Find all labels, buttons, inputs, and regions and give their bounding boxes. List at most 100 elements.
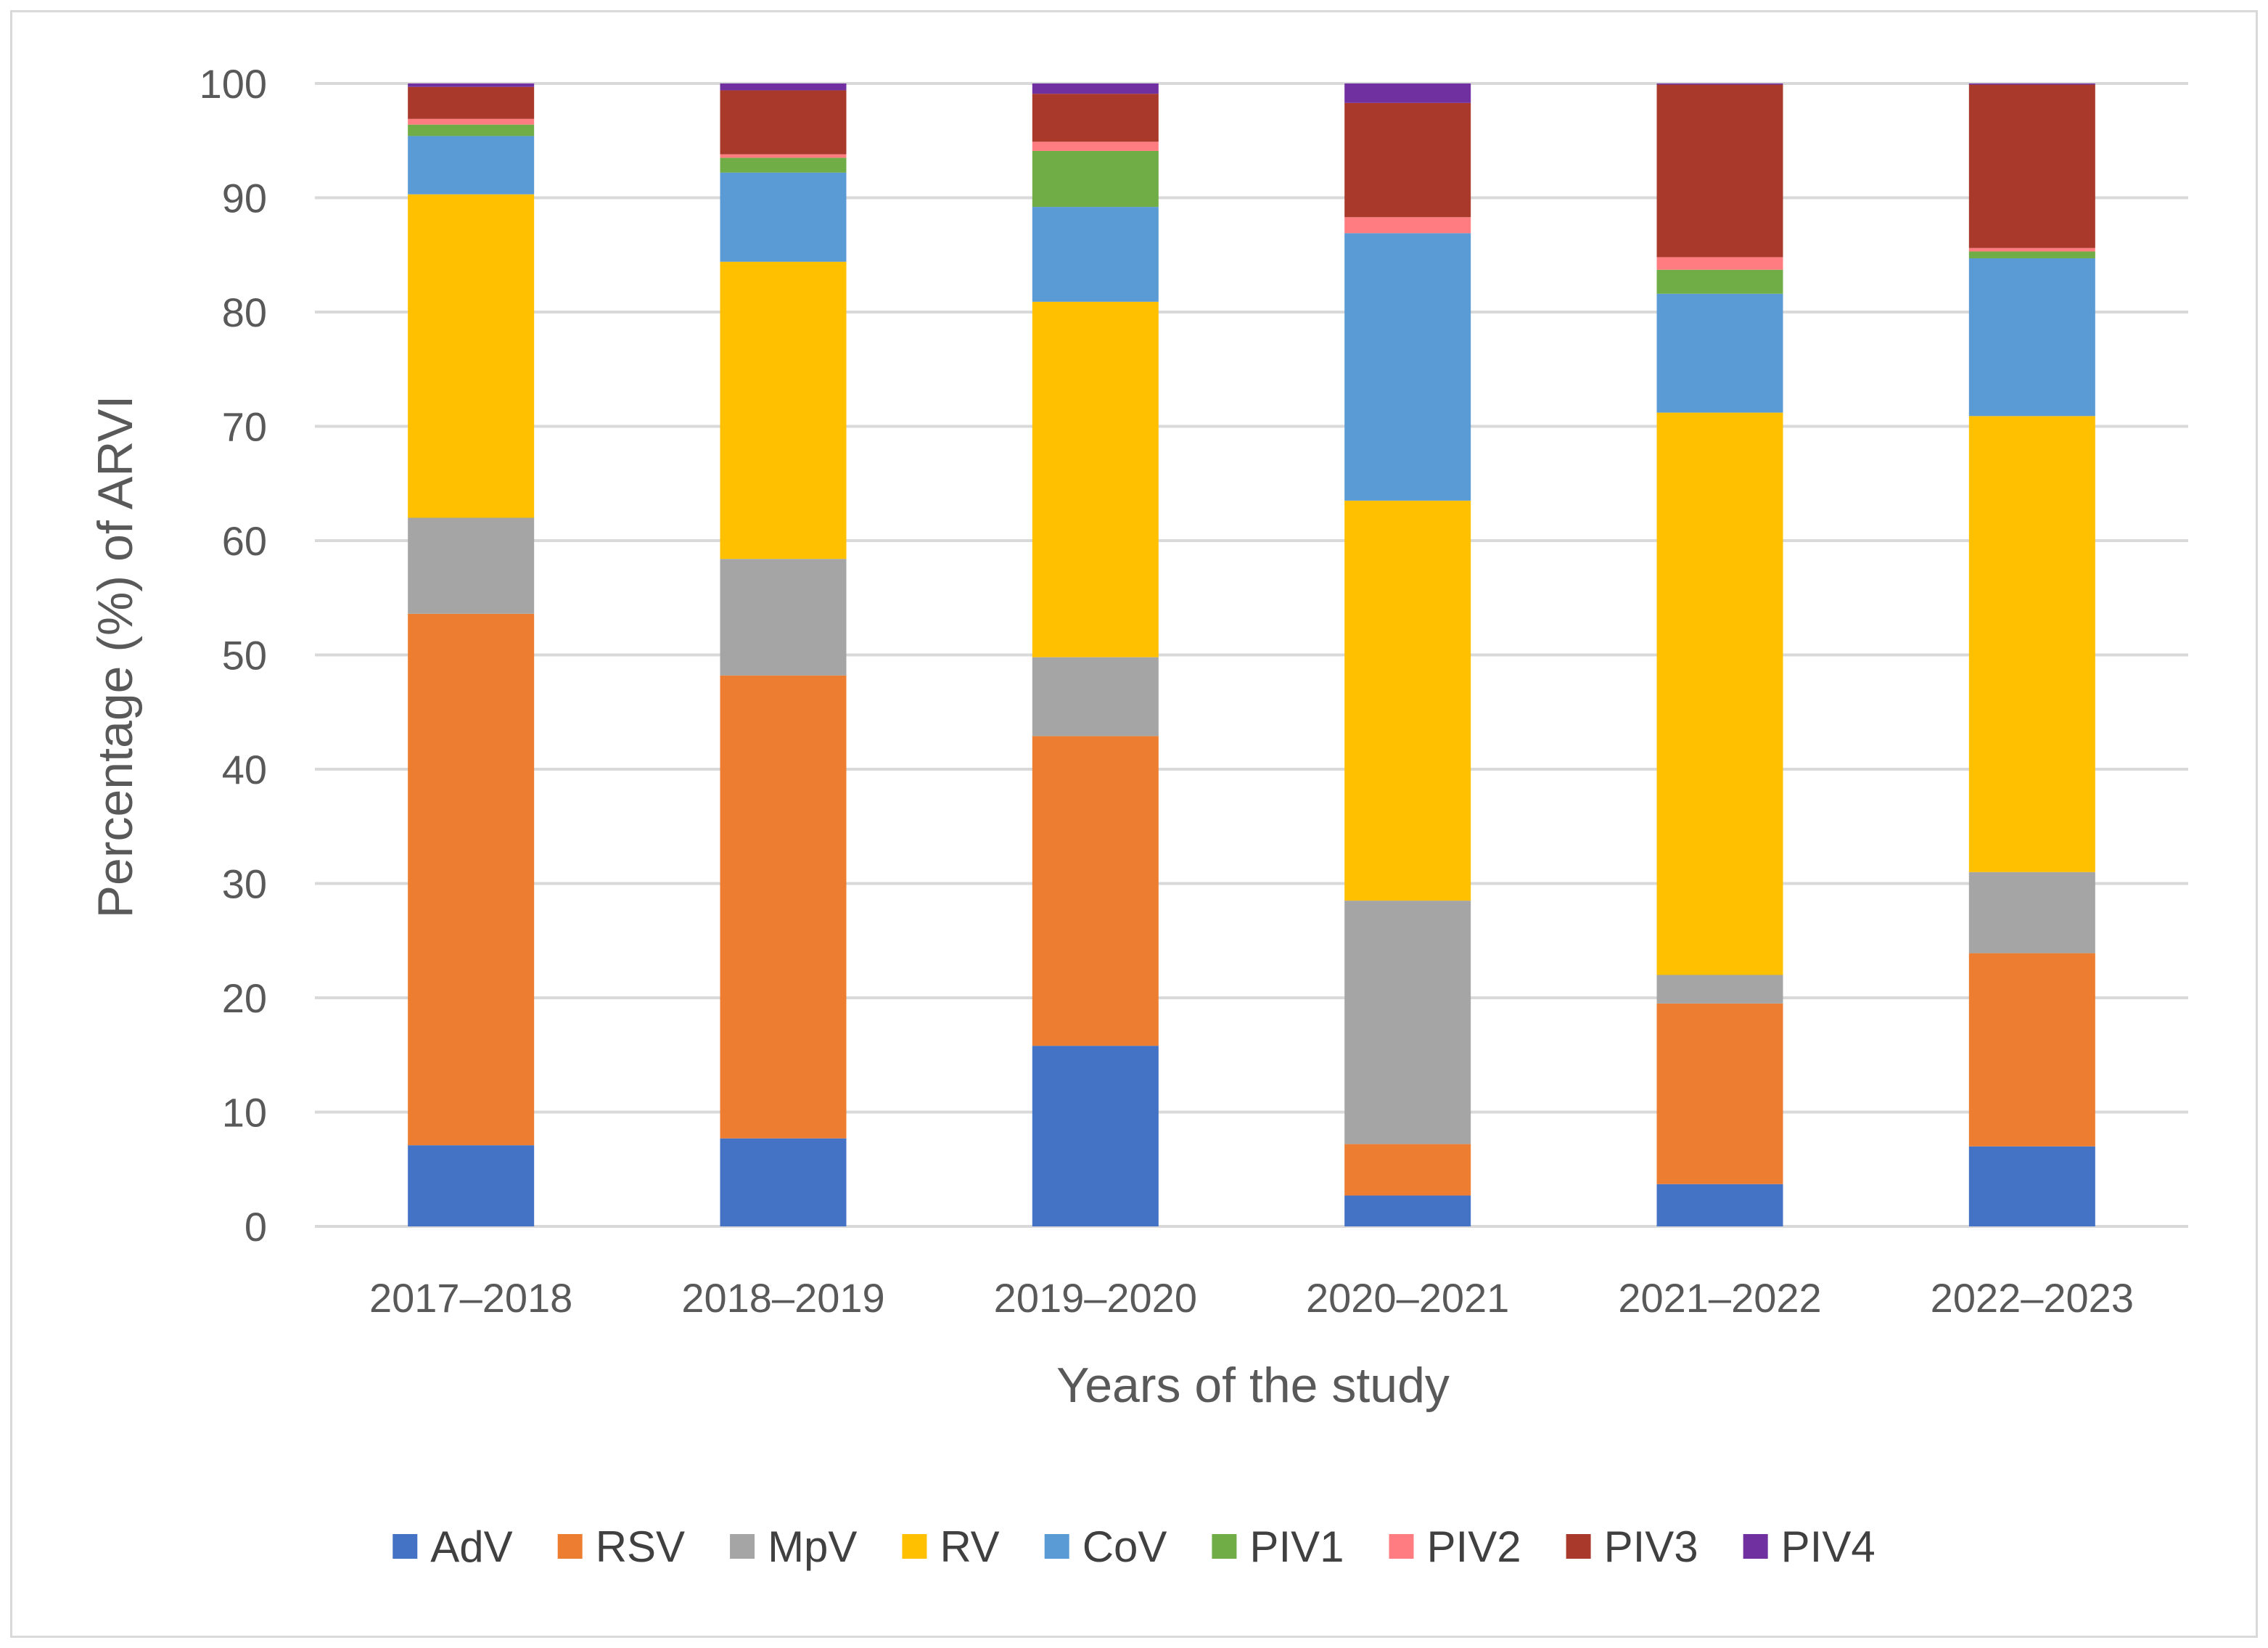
bar-segment-rsv-2020–2021 (1344, 1144, 1471, 1196)
bar-segment-adv-2018–2019 (720, 1138, 847, 1226)
x-axis-title: Years of the study (1056, 1358, 1450, 1413)
bar-segment-rv-2017–2018 (408, 194, 535, 518)
bar-segment-rsv-2021–2022 (1656, 1003, 1783, 1184)
legend-swatch (902, 1534, 927, 1559)
y-tick-label: 30 (222, 861, 267, 907)
y-tick-label: 80 (222, 290, 267, 335)
legend-label: MpV (768, 1522, 857, 1571)
bar-segment-rsv-2017–2018 (408, 613, 535, 1146)
legend-label: CoV (1082, 1522, 1167, 1571)
legend-label: PIV1 (1249, 1522, 1344, 1571)
bar-segment-piv4-2019–2020 (1032, 83, 1159, 94)
legend-swatch (557, 1534, 583, 1559)
bar-segment-rv-2022–2023 (1968, 416, 2095, 872)
bars (408, 83, 2095, 1226)
bar-segment-piv4-2022–2023 (1968, 83, 2095, 85)
legend-swatch (1212, 1534, 1237, 1559)
y-tick-label: 50 (222, 633, 267, 679)
legend-item-rsv: RSV (557, 1522, 685, 1571)
y-axis-ticks: 0 10 20 30 40 50 60 70 80 90 100 (200, 61, 267, 1250)
bar-segment-piv1-2017–2018 (408, 124, 535, 136)
legend: AdV RSV MpV RV CoV PIV1 PIV2 PIV3 PIV4 (393, 1522, 1875, 1571)
legend-item-piv3: PIV3 (1566, 1522, 1698, 1571)
bar-segment-mpv-2022–2023 (1968, 872, 2095, 954)
y-axis-title: Percentage (%) of ARVI (88, 395, 143, 919)
bar-segment-cov-2022–2023 (1968, 258, 2095, 417)
bar-segment-rv-2018–2019 (720, 261, 847, 559)
legend-item-piv1: PIV1 (1212, 1522, 1344, 1571)
bar-segment-rsv-2018–2019 (720, 675, 847, 1139)
bar-segment-piv2-2021–2022 (1656, 257, 1783, 270)
bar-segment-cov-2021–2022 (1656, 293, 1783, 413)
legend-label: RSV (596, 1522, 685, 1571)
legend-swatch (1044, 1534, 1069, 1559)
y-tick-label: 10 (222, 1090, 267, 1136)
bar-segment-piv2-2020–2021 (1344, 217, 1471, 234)
y-tick-label: 100 (200, 61, 267, 107)
legend-label: PIV3 (1604, 1522, 1698, 1571)
bar-segment-piv2-2019–2020 (1032, 142, 1159, 151)
bar-segment-piv4-2017–2018 (408, 83, 535, 87)
bar-segment-rv-2019–2020 (1032, 301, 1159, 657)
legend-swatch (1566, 1534, 1591, 1559)
bar-segment-adv-2017–2018 (408, 1145, 535, 1226)
x-tick-label: 2018–2019 (681, 1275, 884, 1321)
x-tick-label: 2022–2023 (1931, 1275, 2134, 1321)
bar-segment-piv1-2021–2022 (1656, 269, 1783, 294)
bar-segment-piv3-2018–2019 (720, 90, 847, 155)
y-tick-label: 40 (222, 747, 267, 792)
bar-segment-adv-2022–2023 (1968, 1146, 2095, 1226)
bar-segment-piv2-2018–2019 (720, 154, 847, 158)
x-tick-label: 2017–2018 (369, 1275, 572, 1321)
legend-item-rv: RV (902, 1522, 1000, 1571)
bar-segment-piv3-2022–2023 (1968, 84, 2095, 248)
bar-segment-piv3-2019–2020 (1032, 94, 1159, 142)
legend-item-piv4: PIV4 (1743, 1522, 1875, 1571)
legend-item-piv2: PIV2 (1389, 1522, 1521, 1571)
y-tick-label: 70 (222, 404, 267, 450)
bar-segment-piv2-2022–2023 (1968, 247, 2095, 252)
bar-segment-mpv-2018–2019 (720, 559, 847, 676)
x-axis-ticks: 2017–2018 2018–2019 2019–2020 2020–2021 2021… (369, 1275, 2134, 1321)
bar-segment-piv4-2018–2019 (720, 83, 847, 91)
bar-segment-adv-2019–2020 (1032, 1046, 1159, 1226)
gridlines (315, 82, 2188, 1228)
legend-swatch (1389, 1534, 1414, 1559)
y-tick-label: 60 (222, 518, 267, 564)
bar-segment-adv-2021–2022 (1656, 1184, 1783, 1226)
y-tick-label: 0 (245, 1204, 267, 1250)
bar-segment-piv3-2020–2021 (1344, 102, 1471, 218)
legend-swatch (393, 1534, 418, 1559)
bar-segment-piv3-2021–2022 (1656, 84, 1783, 258)
bar-segment-piv4-2021–2022 (1656, 83, 1783, 85)
bar-segment-mpv-2021–2022 (1656, 975, 1783, 1004)
legend-item-cov: CoV (1044, 1522, 1167, 1571)
bar-segment-rv-2021–2022 (1656, 412, 1783, 975)
bar-segment-piv2-2017–2018 (408, 118, 535, 125)
bar-segment-cov-2018–2019 (720, 172, 847, 262)
bar-segment-rv-2020–2021 (1344, 500, 1471, 901)
legend-label: PIV2 (1427, 1522, 1521, 1571)
bar-segment-piv3-2017–2018 (408, 86, 535, 119)
y-tick-label: 90 (222, 176, 267, 221)
bar-segment-cov-2019–2020 (1032, 207, 1159, 302)
bar-segment-rsv-2019–2020 (1032, 736, 1159, 1046)
bar-segment-mpv-2017–2018 (408, 517, 535, 614)
bar-segment-adv-2020–2021 (1344, 1195, 1471, 1226)
bar-segment-cov-2017–2018 (408, 136, 535, 194)
bar-segment-piv1-2019–2020 (1032, 150, 1159, 208)
x-tick-label: 2019–2020 (994, 1275, 1197, 1321)
bar-segment-mpv-2019–2020 (1032, 657, 1159, 737)
legend-label: AdV (430, 1522, 512, 1571)
legend-swatch (1743, 1534, 1768, 1559)
legend-label: RV (940, 1522, 999, 1571)
bar-segment-mpv-2020–2021 (1344, 901, 1471, 1144)
bar-segment-rsv-2022–2023 (1968, 953, 2095, 1147)
legend-label: PIV4 (1781, 1522, 1875, 1571)
x-tick-label: 2021–2022 (1618, 1275, 1821, 1321)
legend-swatch (730, 1534, 755, 1559)
bar-segment-piv1-2022–2023 (1968, 251, 2095, 258)
x-tick-label: 2020–2021 (1306, 1275, 1509, 1321)
y-tick-label: 20 (222, 975, 267, 1021)
